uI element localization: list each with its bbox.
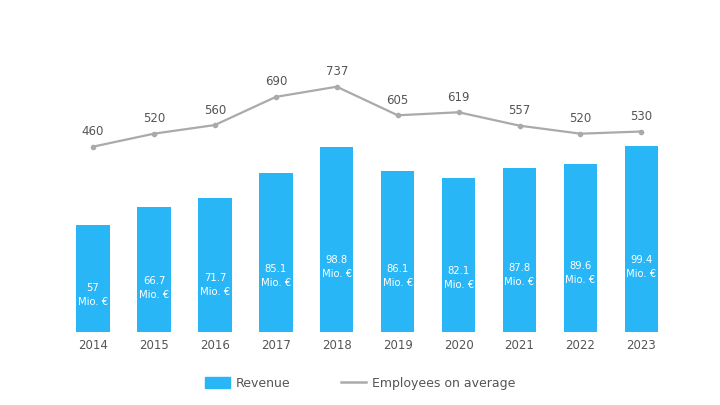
Text: 99.4
Mio. €: 99.4 Mio. € [626,255,657,279]
Text: 460: 460 [82,125,104,138]
Text: 520: 520 [143,112,165,125]
Bar [381,171,415,332]
Text: 87.8
Mio. €: 87.8 Mio. € [505,262,534,287]
Text: 85.1
Mio. €: 85.1 Mio. € [261,264,291,288]
Text: 557: 557 [508,104,531,117]
Text: 66.7
Mio. €: 66.7 Mio. € [139,276,169,301]
Text: 98.8
Mio. €: 98.8 Mio. € [322,255,352,279]
Bar [320,147,354,332]
Bar [138,207,171,332]
Text: 605: 605 [387,94,409,107]
Text: 619: 619 [447,91,470,104]
Text: 520: 520 [570,112,592,125]
Bar [76,225,110,332]
Text: 560: 560 [204,104,226,117]
Text: 57
Mio. €: 57 Mio. € [78,283,108,307]
Bar [503,168,536,332]
Bar [625,146,658,332]
Text: 89.6
Mio. €: 89.6 Mio. € [565,261,595,286]
Text: 737: 737 [325,65,348,78]
Bar [564,164,597,332]
Bar [259,173,292,332]
Legend: Revenue, Employees on average: Revenue, Employees on average [199,372,521,395]
Text: 86.1
Mio. €: 86.1 Mio. € [382,264,413,288]
Bar [198,198,232,332]
Text: 690: 690 [265,75,287,88]
Text: 530: 530 [630,110,652,123]
Bar [442,178,475,332]
Text: 71.7
Mio. €: 71.7 Mio. € [200,273,230,297]
Text: 82.1
Mio. €: 82.1 Mio. € [444,266,474,290]
